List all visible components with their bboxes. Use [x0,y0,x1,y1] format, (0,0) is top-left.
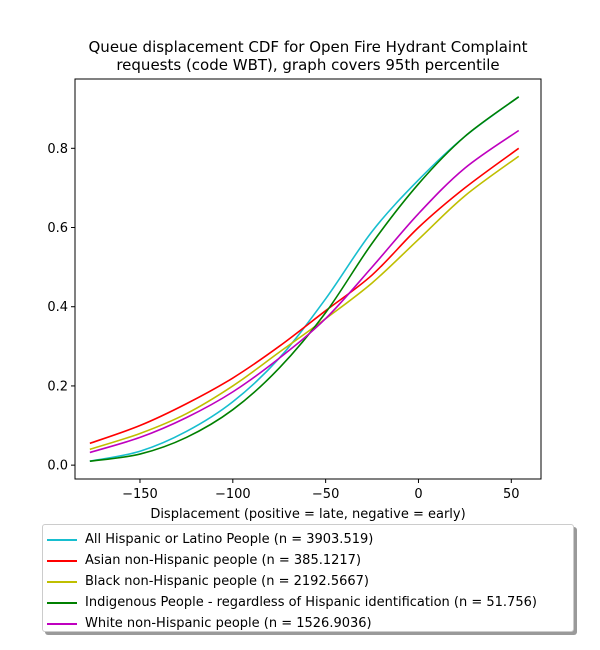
y-tick-label: 0.6 [47,221,68,236]
x-tick-label: 0 [414,487,422,502]
series-line [89,96,520,462]
x-axis-ticks: −150 −100 −50 0 50 [122,479,520,502]
plot-frame [74,78,542,480]
legend-label: White non-Hispanic people (n = 1526.9036… [85,616,372,631]
y-tick-label: 0.4 [47,300,68,315]
legend-item: White non-Hispanic people (n = 1526.9036… [47,613,573,634]
x-axis-label: Displacement (positive = late, negative … [150,507,465,522]
x-tick-label: −50 [312,487,339,502]
y-tick-label: 0.8 [47,142,68,157]
series-line [89,147,520,445]
series-line [89,155,520,451]
legend-label: Black non-Hispanic people (n = 2192.5667… [85,574,369,589]
chart-title: Queue displacement CDF for Open Fire Hyd… [89,38,528,74]
x-tick-label: 50 [503,487,520,502]
legend-swatch [47,601,77,604]
series-lines [89,96,520,462]
legend-label: Indigenous People - regardless of Hispan… [85,595,537,610]
legend-swatch [47,622,77,625]
legend-swatch [47,580,77,583]
legend-item: Black non-Hispanic people (n = 2192.5667… [47,571,573,592]
legend: All Hispanic or Latino People (n = 3903.… [42,524,574,632]
legend-label: Asian non-Hispanic people (n = 385.1217) [85,553,362,568]
legend-item: Indigenous People - regardless of Hispan… [47,592,573,613]
legend-swatch [47,559,77,562]
x-tick-label: −150 [122,487,158,502]
series-line [89,96,520,462]
legend-item: All Hispanic or Latino People (n = 3903.… [47,529,573,550]
legend-swatch [47,538,77,541]
chart-title-line: requests (code WBT), graph covers 95th p… [116,56,499,74]
series-line [89,129,520,454]
y-axis-ticks: 0.0 0.2 0.4 0.6 0.8 [47,142,75,474]
legend-item: Asian non-Hispanic people (n = 385.1217) [47,550,573,571]
y-tick-label: 0.0 [47,459,68,474]
chart-title-line: Queue displacement CDF for Open Fire Hyd… [89,38,528,56]
legend-label: All Hispanic or Latino People (n = 3903.… [85,532,374,547]
y-tick-label: 0.2 [47,379,68,394]
x-tick-label: −100 [215,487,251,502]
